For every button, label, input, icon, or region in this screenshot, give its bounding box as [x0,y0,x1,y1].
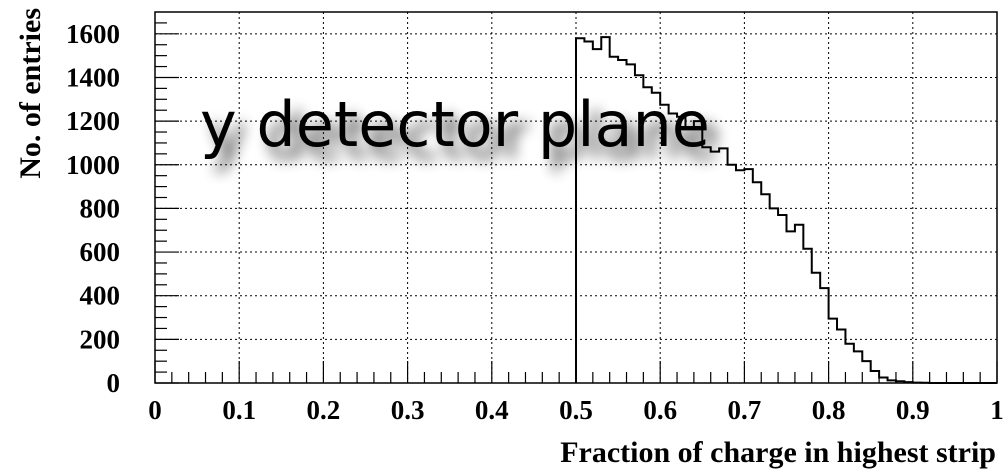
y-tick-label: 1000 [66,150,120,180]
x-tick-label: 0.3 [391,395,425,425]
x-tick-label: 0 [148,395,162,425]
histogram-series-line [575,36,997,384]
y-tick-label: 200 [80,324,121,354]
y-tick-labels: 0 200 400 600 800 1000 1200 1400 1600 [66,19,120,398]
y-axis-title: No. of entries [14,8,47,179]
x-axis-title: Fraction of charge in highest strip [560,436,996,469]
y-tick-label: 1400 [66,62,120,92]
x-tick-label: 1 [990,395,1004,425]
x-tick-label: 0.8 [812,395,846,425]
x-tick-label: 0.5 [559,395,593,425]
x-tick-label: 0.1 [222,395,256,425]
plot-annotation: y detector plane [200,88,710,161]
x-tick-label: 0.7 [728,395,762,425]
x-tick-label: 0.2 [307,395,341,425]
x-tick-label: 0.6 [643,395,677,425]
y-tick-label: 400 [80,281,121,311]
x-tick-label: 0.9 [896,395,930,425]
y-tick-label: 0 [107,368,121,398]
x-tick-label: 0.4 [475,395,509,425]
x-tick-labels: 0 0.1 0.2 0.3 0.4 0.5 0.6 0.7 0.8 0.9 1 [148,395,1004,425]
y-tick-label: 1600 [66,19,120,49]
y-tick-label: 800 [80,193,121,223]
y-tick-label: 600 [80,237,121,267]
y-tick-label: 1200 [66,106,120,136]
